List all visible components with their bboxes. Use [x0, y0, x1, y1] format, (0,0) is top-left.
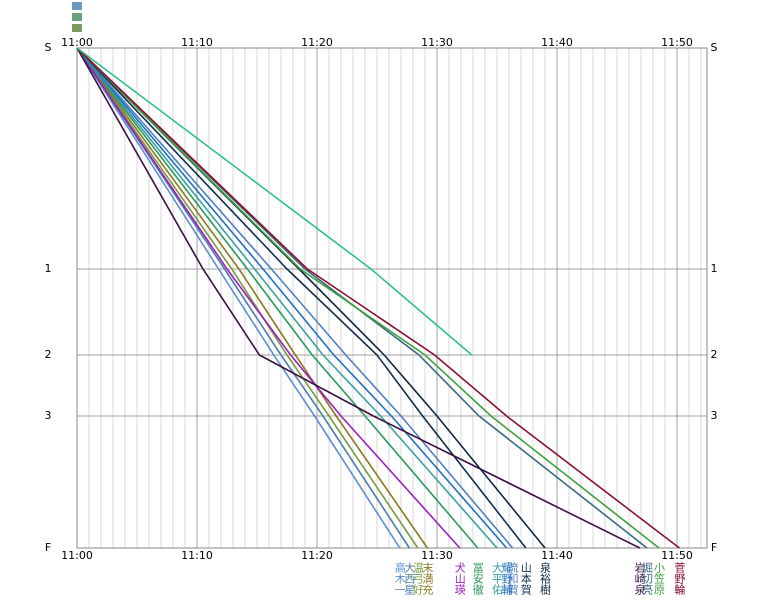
- runner-line: [76, 47, 660, 549]
- x-tick-label: 11:20: [301, 549, 333, 562]
- y-tick-label: F: [711, 541, 717, 554]
- runner-name: 冨安徹: [471, 562, 484, 595]
- runner-line: [76, 47, 641, 549]
- y-tick-label: 3: [45, 409, 52, 422]
- x-tick-label: 11:10: [181, 549, 213, 562]
- runner-line: [76, 47, 419, 549]
- y-tick-label: S: [45, 41, 52, 54]
- legend-icon: [72, 13, 82, 21]
- x-tick-label: 11:10: [181, 36, 213, 49]
- runner-name: 耀野輔: [500, 562, 513, 596]
- runner-name: 流和賀: [506, 561, 519, 596]
- y-tick-label: 3: [711, 409, 718, 422]
- runner-name: 温弓好: [411, 562, 424, 596]
- y-tick-label: 2: [711, 348, 718, 361]
- legend-icon: [72, 24, 82, 32]
- runner-name: 岩崎泉: [633, 561, 646, 595]
- runner-line: [76, 47, 514, 549]
- runner-name: 菅野輪: [673, 562, 686, 596]
- runner-line: [76, 47, 527, 549]
- y-tick-label: 1: [711, 262, 718, 275]
- x-tick-label: 11:30: [421, 36, 453, 49]
- x-tick-label: 11:40: [541, 549, 573, 562]
- runner-name: 大平佑: [491, 561, 504, 595]
- runner-name: 泉裕樹: [539, 561, 552, 596]
- runner-line: [76, 47, 498, 549]
- legend-icon: [72, 2, 82, 10]
- y-tick-label: F: [45, 541, 51, 554]
- runner-line: [76, 47, 680, 549]
- x-tick-label: 11:30: [421, 549, 453, 562]
- y-tick-label: 1: [45, 262, 52, 275]
- runner-name: 山本賀: [519, 562, 532, 596]
- runner-line: [76, 47, 473, 356]
- runner-name: 大西星: [403, 561, 416, 595]
- x-tick-label: 11:50: [661, 549, 693, 562]
- runner-line: [76, 47, 508, 549]
- plot-frame: [76, 47, 708, 549]
- x-tick-label: 11:40: [541, 36, 573, 49]
- runner-name: 小笠原: [653, 562, 666, 595]
- runner-line: [76, 47, 401, 549]
- runner-line: [76, 47, 461, 549]
- x-tick-label: 11:00: [61, 549, 93, 562]
- x-tick-label: 11:50: [661, 36, 693, 49]
- x-tick-label: 11:00: [61, 36, 93, 49]
- runner-name: 犬山瑛: [453, 561, 466, 596]
- runner-name: 堀切亮: [641, 562, 654, 595]
- runner-line: [76, 47, 429, 549]
- runner-line: [76, 47, 411, 549]
- y-tick-label: 2: [45, 348, 52, 361]
- x-tick-label: 11:20: [301, 36, 333, 49]
- runner-line: [76, 47, 479, 549]
- runner-name: 末満充: [421, 561, 434, 596]
- runner-line: [76, 47, 648, 549]
- y-tick-label: S: [711, 41, 718, 54]
- runner-name: 高木一: [393, 561, 406, 595]
